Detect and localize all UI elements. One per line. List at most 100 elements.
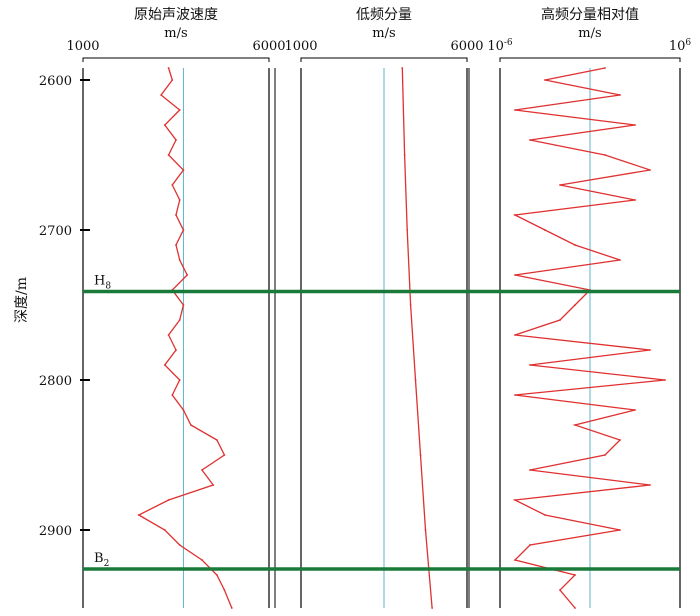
scale-bracket xyxy=(499,57,681,62)
track-3: 高频分量相对值 m/s 10-6 106 xyxy=(487,6,691,609)
data-point xyxy=(559,589,561,591)
data-point xyxy=(167,154,170,156)
depth-tick-label: 2800 xyxy=(39,374,72,389)
track-series-line xyxy=(401,67,433,609)
data-point xyxy=(216,574,218,576)
marker-label-base: B xyxy=(94,551,104,566)
data-point xyxy=(216,439,218,441)
data-point xyxy=(223,589,226,591)
track-title: 低频分量 xyxy=(356,7,412,23)
scale-min-label: 10-6 xyxy=(487,38,513,54)
data-point xyxy=(649,349,651,351)
data-point xyxy=(634,199,636,201)
track-title: 原始声波速度 xyxy=(134,7,218,23)
data-point xyxy=(529,469,531,471)
data-point xyxy=(167,334,170,336)
scale-bracket xyxy=(300,57,468,62)
marker-label: H8 xyxy=(94,274,111,292)
marker-label: B2 xyxy=(94,551,109,569)
data-point xyxy=(604,154,606,156)
y-axis-label: 深度/m xyxy=(14,277,30,323)
data-point xyxy=(175,349,177,351)
scale-min-label-base: 1000 xyxy=(66,39,99,54)
data-point xyxy=(544,229,546,231)
marker-label-subscript: 8 xyxy=(105,282,111,292)
data-point xyxy=(604,454,606,456)
data-point xyxy=(514,214,516,216)
data-point xyxy=(171,394,174,396)
data-point xyxy=(178,259,181,261)
data-point xyxy=(544,79,546,81)
data-point xyxy=(514,274,516,276)
track-1: 原始声波速度 m/s 1000 6000 xyxy=(66,7,286,609)
data-point xyxy=(574,244,576,246)
track-unit: m/s xyxy=(164,26,187,41)
depth-axis: 2600 2700 2800 2900 xyxy=(39,74,90,539)
scale-max-label: 106 xyxy=(669,38,692,54)
data-point xyxy=(529,364,531,366)
data-point xyxy=(182,304,185,306)
scale-min-label-base: 1000 xyxy=(284,39,317,54)
depth-tick-label: 2700 xyxy=(39,224,72,239)
data-point xyxy=(529,544,531,546)
data-point xyxy=(403,154,406,156)
data-point xyxy=(619,259,621,261)
data-point xyxy=(175,139,177,141)
data-point xyxy=(574,574,576,576)
data-point xyxy=(201,559,203,561)
data-point xyxy=(406,229,409,231)
data-point xyxy=(182,229,185,231)
data-point xyxy=(649,484,651,486)
data-point xyxy=(649,169,651,171)
data-point xyxy=(664,379,666,381)
data-point xyxy=(544,514,546,516)
data-point xyxy=(419,454,422,456)
data-point xyxy=(212,484,215,486)
data-point xyxy=(574,607,576,609)
track-title: 高频分量相对值 xyxy=(541,6,639,23)
data-point xyxy=(634,409,636,411)
scale-max-label-base: 6000 xyxy=(450,39,483,54)
data-point xyxy=(201,469,203,471)
data-point xyxy=(574,304,576,306)
data-point xyxy=(401,67,404,69)
data-point xyxy=(514,559,516,561)
data-point xyxy=(186,274,189,276)
data-point xyxy=(619,439,621,441)
scale-max-label: 6000 xyxy=(252,39,285,54)
data-point xyxy=(514,394,516,396)
scale-min-label: 1000 xyxy=(284,39,317,54)
data-point xyxy=(175,214,177,216)
data-point xyxy=(178,319,181,321)
data-point xyxy=(167,499,170,501)
horizontal-markers: H8 B2 xyxy=(83,274,680,571)
data-point xyxy=(574,424,576,426)
data-point xyxy=(559,184,561,186)
scale-max-label-base: 6000 xyxy=(252,39,285,54)
track-unit: m/s xyxy=(372,26,395,41)
data-point xyxy=(178,379,181,381)
scale-min-label-base: 10 xyxy=(487,39,504,54)
depth-tick-label: 2600 xyxy=(39,74,72,89)
scale-min-label-exponent: -6 xyxy=(504,38,513,48)
data-point xyxy=(230,607,233,609)
data-point xyxy=(182,409,185,411)
data-point xyxy=(189,424,192,426)
data-point xyxy=(414,379,417,381)
data-point xyxy=(619,94,621,96)
scale-max-label: 6000 xyxy=(450,39,483,54)
track-series-line xyxy=(137,67,233,609)
track-unit: m/s xyxy=(578,26,601,41)
data-point xyxy=(223,454,226,456)
data-point xyxy=(559,319,561,321)
marker-label-subscript: 2 xyxy=(104,559,110,569)
data-point xyxy=(171,184,174,186)
data-point xyxy=(163,124,166,126)
scale-bracket xyxy=(82,57,270,62)
depth-tick-label: 2900 xyxy=(39,524,72,539)
data-point xyxy=(167,67,170,69)
data-point xyxy=(514,499,516,501)
data-point xyxy=(175,244,177,246)
